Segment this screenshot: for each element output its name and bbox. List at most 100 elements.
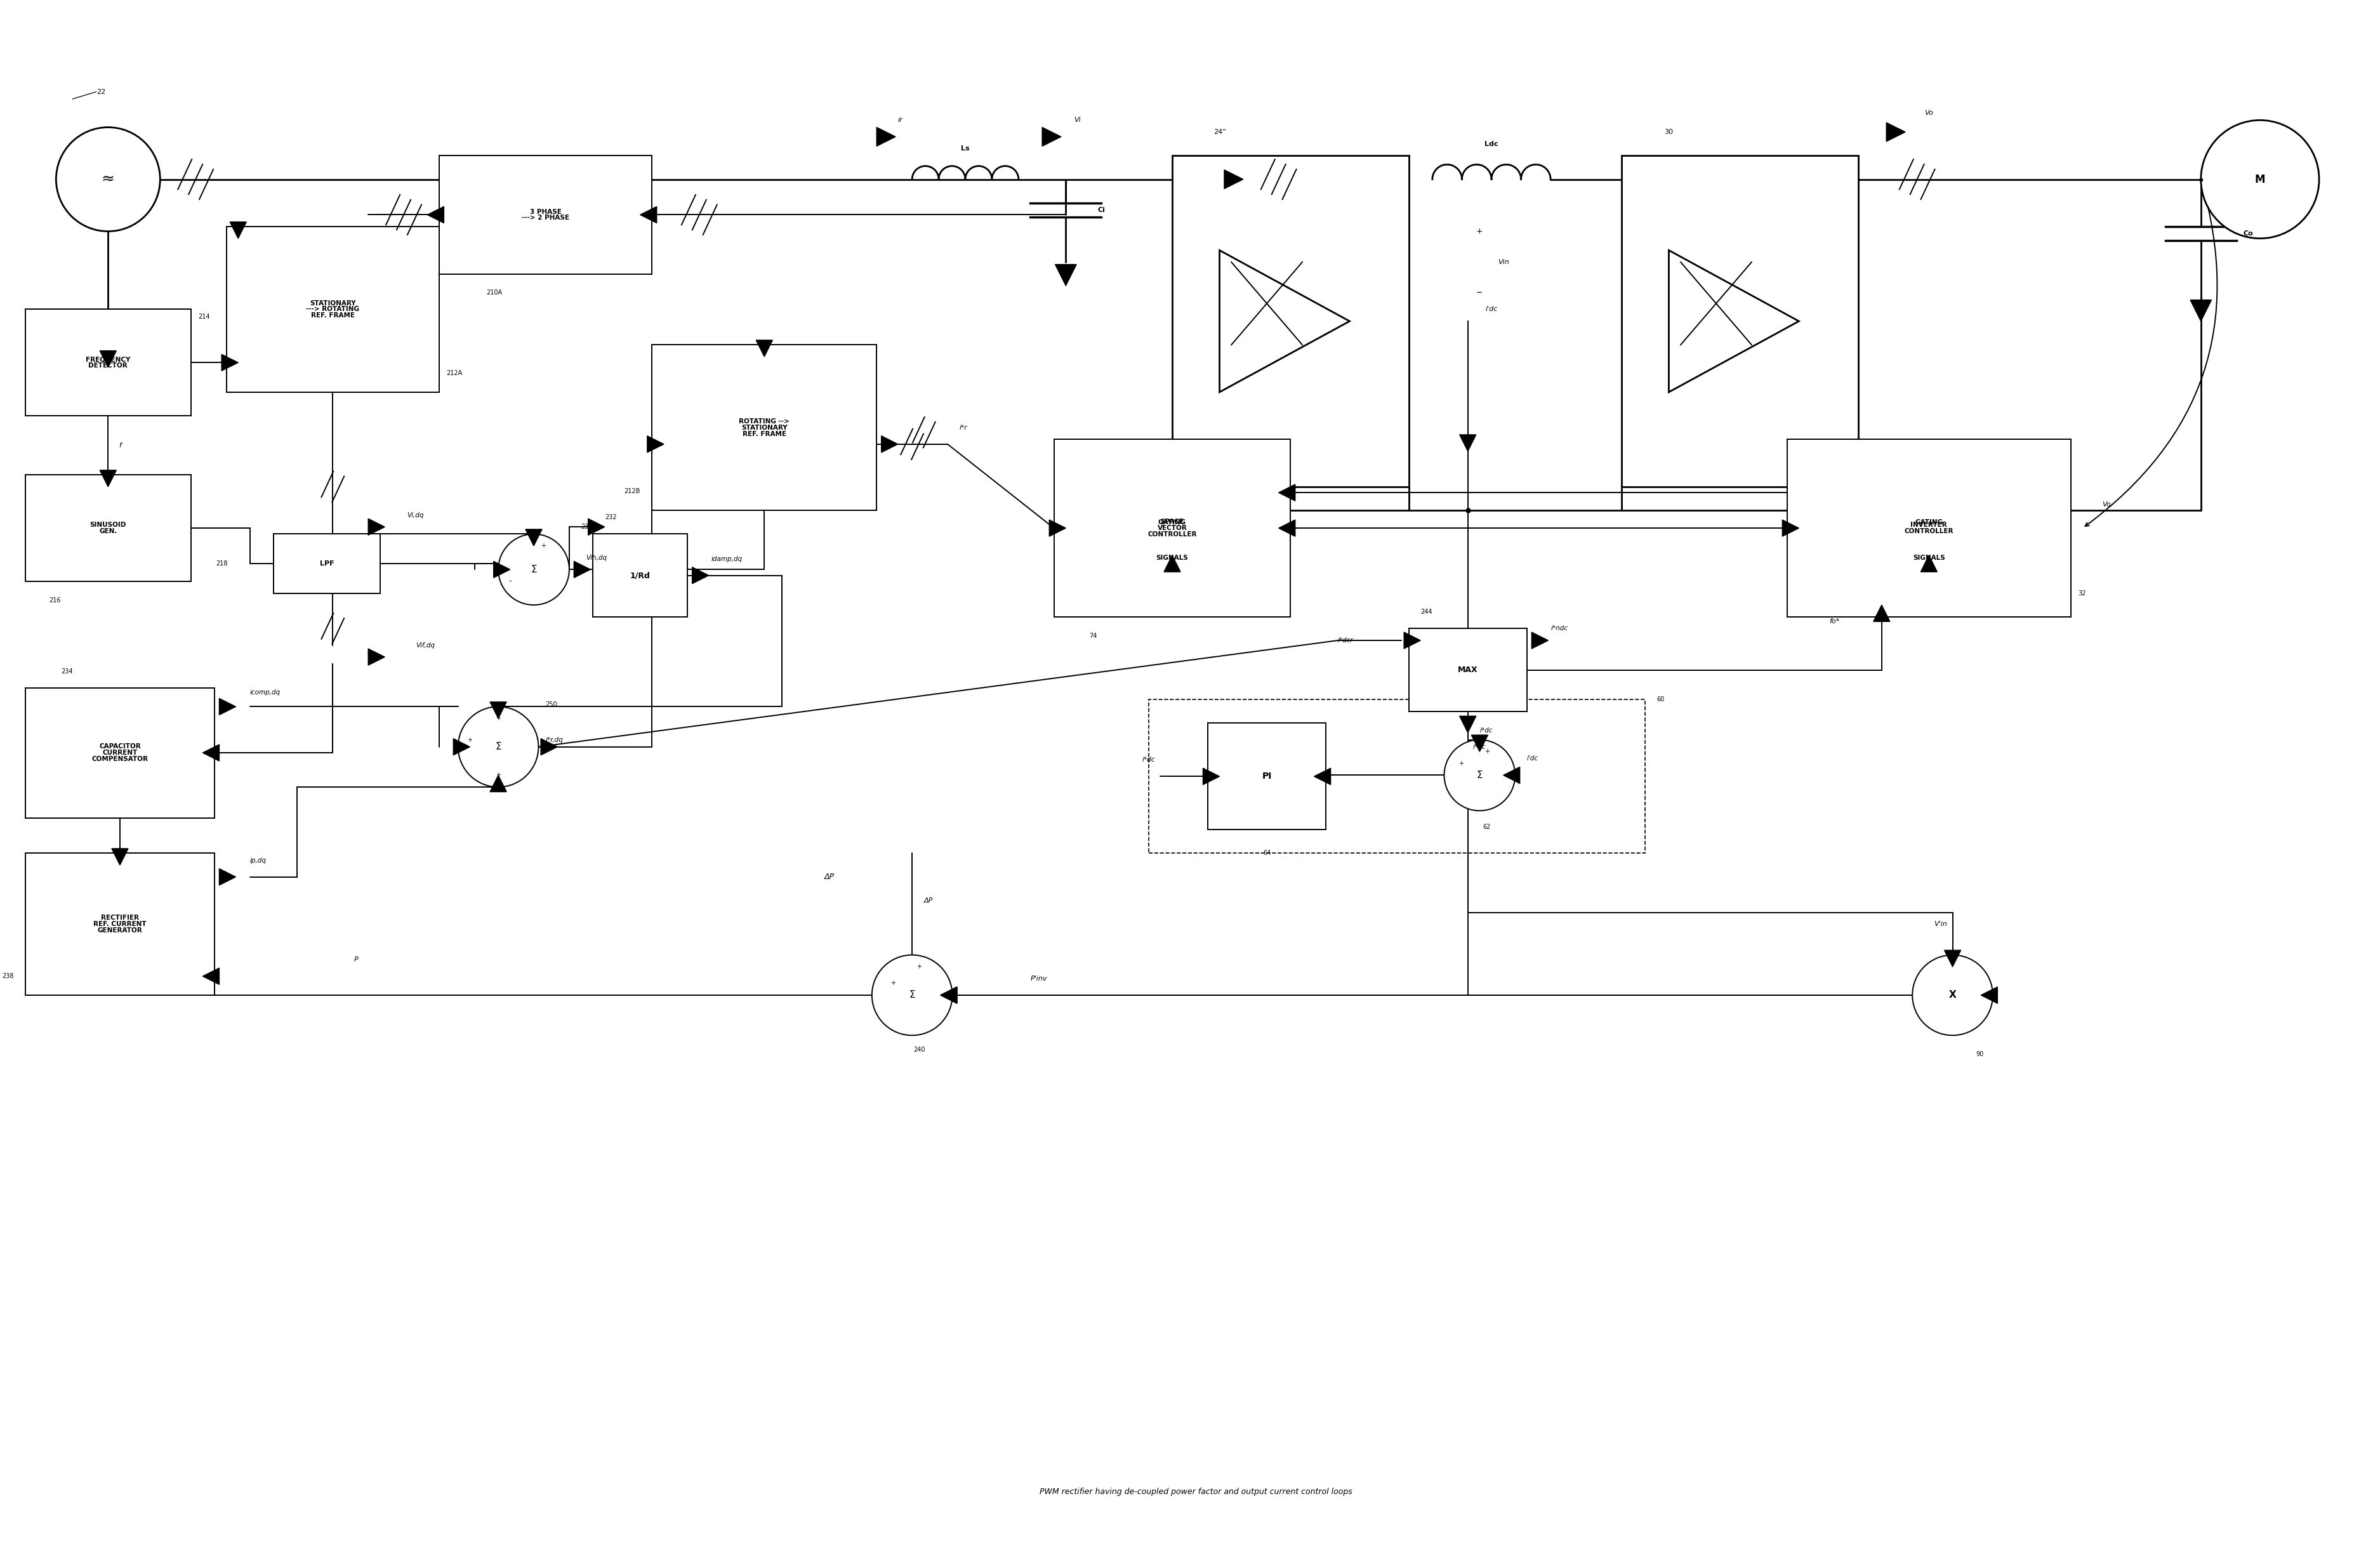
Circle shape [57,128,159,231]
Text: Σ: Σ [909,991,916,1000]
Text: M: M [2254,174,2266,185]
Text: 3 PHASE: 3 PHASE [531,208,562,214]
Polygon shape [428,206,445,223]
Text: 230: 230 [581,524,593,530]
Polygon shape [1944,951,1961,966]
Text: SIGNALS: SIGNALS [1157,555,1188,561]
Text: PWM rectifier having de-coupled power factor and output current control loops: PWM rectifier having de-coupled power fa… [1040,1487,1352,1496]
Text: V'in: V'in [1935,922,1947,928]
Text: GATING: GATING [1159,519,1185,525]
Text: LPF: LPF [319,561,333,567]
Polygon shape [588,519,605,535]
Text: Ci: Ci [1097,206,1104,213]
Text: VECTOR: VECTOR [1157,525,1188,532]
Bar [226,227,440,391]
Text: i*dcr: i*dcr [1338,638,1354,644]
Text: 250: 250 [545,701,557,707]
Polygon shape [647,436,664,453]
Polygon shape [1042,128,1061,146]
Text: idamp,dq: idamp,dq [712,556,743,562]
Text: RECTIFIER: RECTIFIER [100,915,138,922]
Text: SINUSOID: SINUSOID [90,522,126,529]
Polygon shape [1471,735,1488,752]
Polygon shape [1278,519,1295,536]
Text: +: + [890,980,895,986]
Text: CONTROLLER: CONTROLLER [1904,529,1954,535]
Text: ΔP: ΔP [923,897,933,903]
Text: ---> ROTATING: ---> ROTATING [307,307,359,313]
Bar [1054,439,1290,616]
Polygon shape [1223,170,1242,188]
Text: STATIONARY: STATIONARY [309,300,355,307]
Text: ROTATING -->: ROTATING --> [740,418,790,425]
Circle shape [457,707,538,787]
Polygon shape [1887,123,1906,142]
Text: +: + [1459,760,1464,766]
Polygon shape [490,775,507,792]
Polygon shape [940,986,957,1003]
Polygon shape [100,470,117,487]
Text: +: + [540,542,545,549]
Text: f: f [119,442,121,448]
Text: SPACE: SPACE [1161,519,1183,525]
Text: 30: 30 [1664,129,1673,136]
Bar [26,854,214,995]
Polygon shape [369,519,386,535]
Text: CURRENT: CURRENT [102,749,138,757]
Polygon shape [1459,435,1476,452]
Polygon shape [112,849,129,865]
Polygon shape [369,649,386,666]
Polygon shape [452,738,469,755]
Text: 218: 218 [217,561,228,567]
Text: COMPENSATOR: COMPENSATOR [93,755,148,763]
Polygon shape [1533,632,1549,649]
Polygon shape [574,561,590,578]
Polygon shape [1278,484,1295,501]
Polygon shape [1164,555,1180,572]
Text: 32: 32 [2078,590,2085,596]
Polygon shape [1873,606,1890,621]
Text: icomp,dq: icomp,dq [250,689,281,695]
Text: REF. CURRENT: REF. CURRENT [93,922,148,928]
Text: GEN.: GEN. [100,529,117,535]
Text: Σ: Σ [1476,770,1483,780]
Text: i*dc: i*dc [1480,727,1492,734]
Text: −: − [1476,288,1483,297]
Bar [1621,156,1859,487]
Polygon shape [757,341,774,356]
Text: Ls: Ls [962,145,969,151]
Polygon shape [876,128,895,146]
Text: P: P [355,957,359,963]
Text: 216: 216 [50,596,62,604]
Text: +: + [1476,227,1483,236]
Polygon shape [202,744,219,761]
Polygon shape [1050,519,1066,536]
Circle shape [1914,955,1992,1036]
Text: Vo: Vo [2102,501,2111,507]
Bar [274,535,381,593]
Polygon shape [640,206,657,223]
Text: Vif,dq: Vif,dq [417,643,436,649]
Text: REF. FRAME: REF. FRAME [743,430,785,438]
Text: Co: Co [2244,231,2254,237]
Text: 214: 214 [198,313,209,319]
Text: P'inv: P'inv [1031,975,1047,982]
Text: 62: 62 [1483,824,1490,831]
Text: Vin: Vin [1497,259,1509,265]
Text: 210A: 210A [486,290,502,296]
Text: 90: 90 [1975,1051,1985,1057]
Bar [26,310,190,416]
Text: 232: 232 [605,515,616,521]
Polygon shape [219,869,236,885]
Text: ---> 2 PHASE: ---> 2 PHASE [521,214,569,220]
Polygon shape [693,567,709,584]
Bar [26,475,190,581]
Text: -: - [509,578,512,586]
Polygon shape [1054,265,1076,285]
Polygon shape [493,561,509,578]
Polygon shape [1504,767,1521,783]
Polygon shape [940,986,957,1003]
Text: Ldc: Ldc [1485,140,1499,146]
Text: 74: 74 [1090,632,1097,640]
Polygon shape [100,351,117,367]
